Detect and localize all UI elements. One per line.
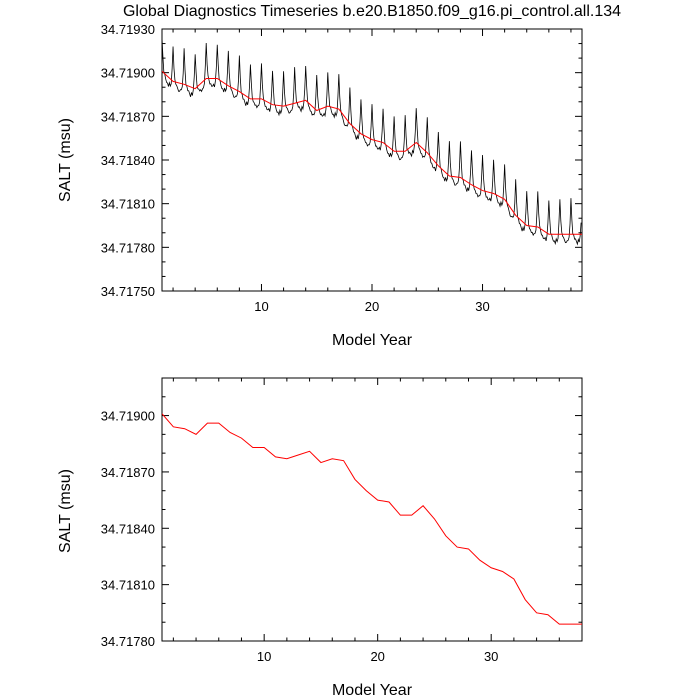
y-tick-label: 34.71780 [101, 634, 155, 649]
y-tick-label: 34.71930 [101, 22, 155, 37]
y-tick-label: 34.71780 [101, 240, 155, 255]
x-tick-label: 10 [254, 299, 268, 314]
y-tick-label: 34.71870 [101, 109, 155, 124]
plot-frame [161, 28, 583, 292]
y-tick-label: 34.71900 [101, 409, 155, 424]
top-y-axis-label: SALT (msu) [57, 118, 74, 202]
y-tick-label: 34.71870 [101, 465, 155, 480]
y-tick-label: 34.71840 [101, 521, 155, 536]
top-x-axis-label: Model Year [332, 332, 413, 349]
y-tick-label: 34.71810 [101, 197, 155, 212]
bottom-chart: Model Year SALT (msu) 10 20 30 34.71780 34.7… [57, 377, 583, 699]
y-tick-label: 34.71750 [101, 284, 155, 299]
bottom-y-axis-label: SALT (msu) [57, 469, 74, 553]
figure-title: Global Diagnostics Timeseries b.e20.B185… [123, 3, 621, 20]
bottom-x-axis-label: Model Year [332, 682, 413, 699]
x-tick-label: 20 [365, 299, 379, 314]
monthly-series-line [162, 37, 582, 246]
x-tick-label: 30 [475, 299, 489, 314]
x-tick-label: 30 [484, 649, 498, 664]
x-tick-label: 20 [370, 649, 384, 664]
y-tick-label: 34.71840 [101, 153, 155, 168]
y-tick-label: 34.71900 [101, 66, 155, 81]
y-tick-label: 34.71810 [101, 578, 155, 593]
plot-frame [161, 377, 583, 642]
annual-series-line [162, 413, 582, 625]
top-chart: Model Year SALT (msu) 10 20 30 34.71750 34.7… [57, 22, 583, 349]
x-tick-label: 10 [257, 649, 271, 664]
annual-series-line [162, 70, 582, 235]
